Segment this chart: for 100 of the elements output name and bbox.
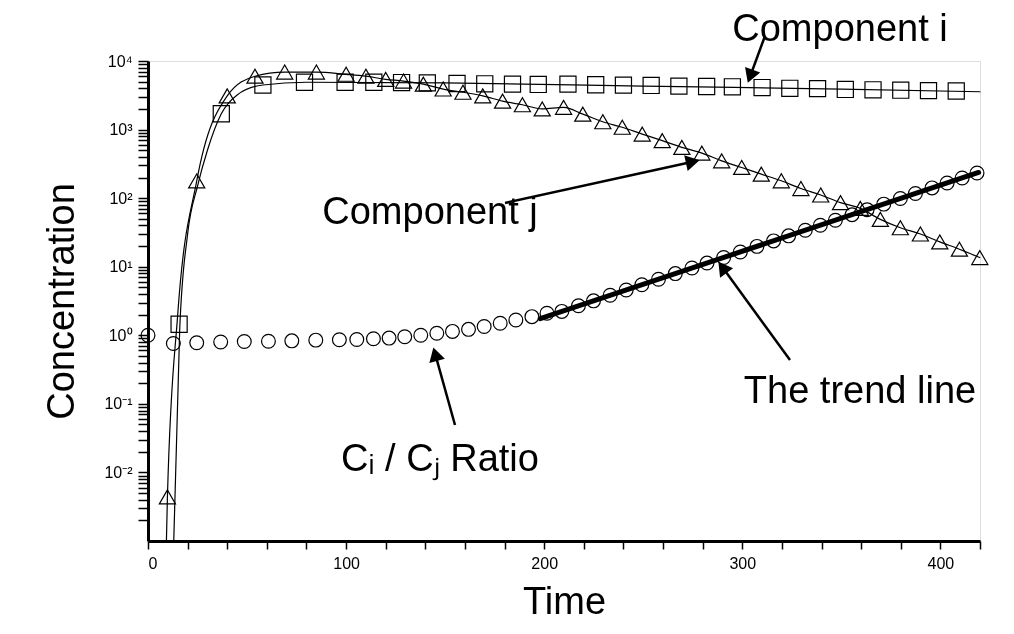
point (939, 175, 955, 191)
point (614, 76, 633, 94)
point (492, 315, 508, 331)
point (414, 76, 433, 92)
annotation: Cᵢ / Cⱼ Ratio (341, 437, 539, 481)
point (533, 101, 551, 117)
point (349, 331, 365, 347)
point (476, 75, 494, 93)
point (418, 74, 436, 92)
point (716, 250, 732, 266)
point (749, 238, 765, 254)
point (587, 76, 605, 94)
point (454, 84, 472, 100)
point (924, 180, 940, 196)
point (284, 333, 300, 349)
point (539, 305, 555, 321)
point (559, 75, 577, 93)
x-tick-label: 100 (333, 554, 361, 572)
point (574, 106, 592, 122)
point (667, 266, 683, 282)
point (713, 153, 731, 169)
point (570, 298, 586, 314)
point (911, 226, 930, 242)
point (634, 277, 650, 293)
point (613, 119, 631, 135)
point (476, 319, 492, 335)
point (781, 79, 799, 97)
point (812, 187, 830, 203)
point (246, 68, 264, 84)
point (254, 76, 272, 94)
point (693, 145, 711, 161)
point (812, 217, 828, 233)
point (844, 207, 860, 223)
point (753, 78, 771, 97)
point (140, 327, 156, 343)
point (434, 81, 452, 97)
point (524, 309, 540, 325)
point (188, 173, 206, 189)
point (827, 212, 843, 228)
point (260, 333, 276, 349)
point (461, 321, 477, 337)
point (891, 220, 910, 236)
point (218, 88, 236, 104)
y-tick-label: 10⁰ (108, 326, 133, 344)
point (797, 222, 813, 238)
point (365, 73, 383, 91)
point (357, 68, 375, 84)
point (732, 244, 748, 260)
point (871, 211, 890, 227)
point (653, 133, 671, 149)
point (651, 271, 666, 287)
point (165, 335, 181, 351)
point (586, 293, 602, 309)
point (831, 195, 850, 211)
point (158, 489, 177, 505)
y-tick-label: 10² (109, 189, 134, 207)
point (781, 228, 797, 244)
point (448, 74, 466, 93)
point (381, 330, 397, 346)
point (950, 241, 969, 257)
point (697, 77, 716, 96)
point (413, 327, 429, 343)
y-tick-label: 10¹ (109, 258, 133, 276)
point (907, 185, 923, 201)
point (336, 73, 354, 91)
x-tick-label: 300 (729, 554, 757, 572)
point (503, 75, 522, 93)
x-axis-title: Time (522, 579, 607, 622)
point (331, 332, 347, 348)
point (212, 105, 230, 123)
y-axis-title: Concentration (40, 183, 83, 420)
point (919, 81, 938, 100)
point (602, 287, 618, 303)
point (189, 335, 205, 351)
point (733, 159, 751, 176)
point (276, 64, 294, 80)
x-tick-label: 400 (927, 554, 955, 572)
point (864, 81, 882, 99)
point (642, 76, 660, 95)
point (444, 323, 460, 339)
point (236, 334, 252, 350)
y-tick-label: 10⁻² (104, 463, 134, 481)
point (337, 66, 355, 82)
point (633, 126, 651, 142)
point (493, 93, 512, 109)
point (474, 88, 492, 104)
y-tick-label: 10⁻¹ (104, 395, 133, 413)
point (554, 99, 573, 115)
point (365, 331, 381, 347)
point (673, 139, 691, 155)
annotation: Component i (732, 7, 948, 49)
point (723, 78, 742, 96)
point (594, 114, 612, 130)
point (429, 325, 445, 341)
point (397, 329, 413, 345)
point (513, 97, 532, 113)
point (766, 233, 782, 249)
point (308, 332, 324, 348)
point (859, 202, 875, 218)
point (892, 81, 910, 99)
